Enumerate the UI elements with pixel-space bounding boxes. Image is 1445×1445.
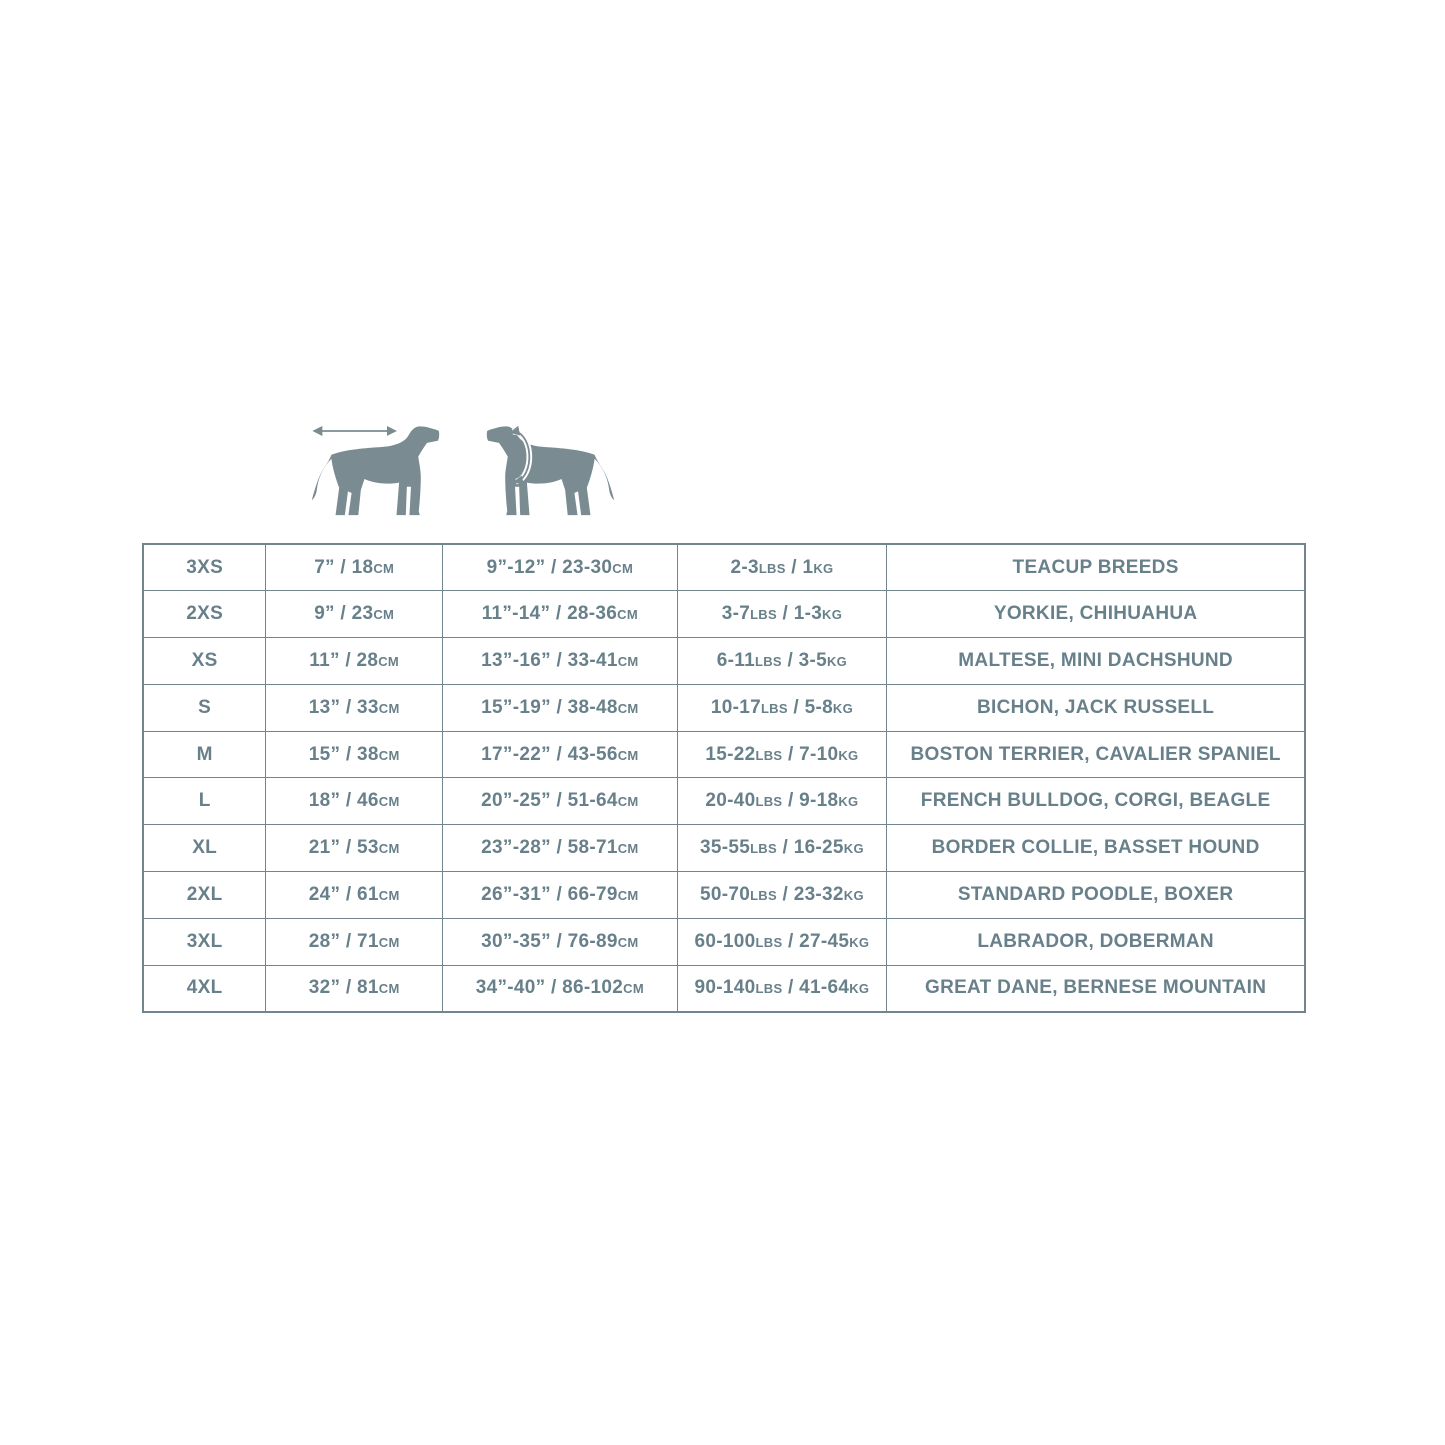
dog-back-length-arrow-icon [311,425,440,516]
cell-size: XL [142,824,267,873]
cell-size: 4XL [142,964,267,1013]
cell-back-length: 24” / 61cm [265,871,444,919]
cell-size: XS [142,637,267,685]
cell-weight: 90-140lbs / 41-64kg [676,964,888,1013]
cell-chest-girth: 9”-12” / 23-30cm [442,543,678,592]
cell-weight: 20-40lbs / 9-18kg [676,777,888,826]
cell-breeds: GREAT DANE, BERNESE MOUNTAIN [886,964,1306,1013]
table-row: 3XL 28” / 71cm 30”-35” / 76-89cm 60-100lbs … [142,917,1306,966]
cell-breeds: BOSTON TERRIER, CAVALIER SPANIEL [886,730,1306,779]
cell-chest-girth: 26”-31” / 66-79cm [442,871,678,919]
cell-back-length: 13” / 33cm [265,683,444,732]
cell-size: 2XS [142,590,267,639]
cell-weight: 3-7lbs / 1-3kg [676,590,888,639]
cell-size: 3XS [142,543,267,592]
dog-chest-girth-arrow-icon [486,425,615,516]
table-row: L 18” / 46cm 20”-25” / 51-64cm 20-40lbs / 9… [142,777,1306,826]
cell-breeds: TEACUP BREEDS [886,543,1306,592]
cell-breeds: MALTESE, MINI DACHSHUND [886,637,1306,685]
cell-back-length: 32” / 81cm [265,964,444,1013]
cell-chest-girth: 20”-25” / 51-64cm [442,777,678,826]
cell-weight: 60-100lbs / 27-45kg [676,917,888,966]
cell-size: S [142,683,267,732]
cell-weight: 2-3lbs / 1kg [676,543,888,592]
cell-weight: 15-22lbs / 7-10kg [676,730,888,779]
cell-breeds: YORKIE, CHIHUAHUA [886,590,1306,639]
table-row: XS 11” / 28cm 13”-16” / 33-41cm 6-11lbs / 3… [142,637,1306,685]
cell-chest-girth: 30”-35” / 76-89cm [442,917,678,966]
cell-weight: 35-55lbs / 16-25kg [676,824,888,873]
cell-chest-girth: 23”-28” / 58-71cm [442,824,678,873]
cell-back-length: 11” / 28cm [265,637,444,685]
cell-size: M [142,730,267,779]
size-chart: 3XS 7” / 18cm 9”-12” / 23-30cm 2-3lbs / 1kg… [142,543,1306,1013]
cell-size: L [142,777,267,826]
cell-weight: 50-70lbs / 23-32kg [676,871,888,919]
cell-breeds: STANDARD POODLE, BOXER [886,871,1306,919]
cell-chest-girth: 11”-14” / 28-36cm [442,590,678,639]
cell-back-length: 7” / 18cm [265,543,444,592]
table-row: S 13” / 33cm 15”-19” / 38-48cm 10-17lbs / 5… [142,683,1306,732]
cell-size: 2XL [142,871,267,919]
cell-size: 3XL [142,917,267,966]
cell-weight: 6-11lbs / 3-5kg [676,637,888,685]
table-row: 4XL 32” / 81cm 34”-40” / 86-102cm 90-140lbs… [142,964,1306,1013]
measurement-illustration [303,401,623,525]
cell-back-length: 9” / 23cm [265,590,444,639]
cell-breeds: LABRADOR, DOBERMAN [886,917,1306,966]
cell-chest-girth: 34”-40” / 86-102cm [442,964,678,1013]
cell-breeds: BICHON, JACK RUSSELL [886,683,1306,732]
cell-chest-girth: 13”-16” / 33-41cm [442,637,678,685]
cell-back-length: 18” / 46cm [265,777,444,826]
table-row: 2XS 9” / 23cm 11”-14” / 28-36cm 3-7lbs / 1-… [142,590,1306,639]
table-row: 2XL 24” / 61cm 26”-31” / 66-79cm 50-70lbs /… [142,871,1306,919]
table-row: M 15” / 38cm 17”-22” / 43-56cm 15-22lbs / 7… [142,730,1306,779]
cell-weight: 10-17lbs / 5-8kg [676,683,888,732]
cell-breeds: FRENCH BULLDOG, CORGI, BEAGLE [886,777,1306,826]
size-chart-body: 3XS 7” / 18cm 9”-12” / 23-30cm 2-3lbs / 1kg… [142,543,1306,1013]
cell-back-length: 21” / 53cm [265,824,444,873]
cell-chest-girth: 15”-19” / 38-48cm [442,683,678,732]
cell-back-length: 15” / 38cm [265,730,444,779]
table-row: 3XS 7” / 18cm 9”-12” / 23-30cm 2-3lbs / 1kg… [142,543,1306,592]
table-row: XL 21” / 53cm 23”-28” / 58-71cm 35-55lbs / … [142,824,1306,873]
cell-back-length: 28” / 71cm [265,917,444,966]
size-chart-table: 3XS 7” / 18cm 9”-12” / 23-30cm 2-3lbs / 1kg… [142,543,1306,1013]
cell-chest-girth: 17”-22” / 43-56cm [442,730,678,779]
cell-breeds: BORDER COLLIE, BASSET HOUND [886,824,1306,873]
